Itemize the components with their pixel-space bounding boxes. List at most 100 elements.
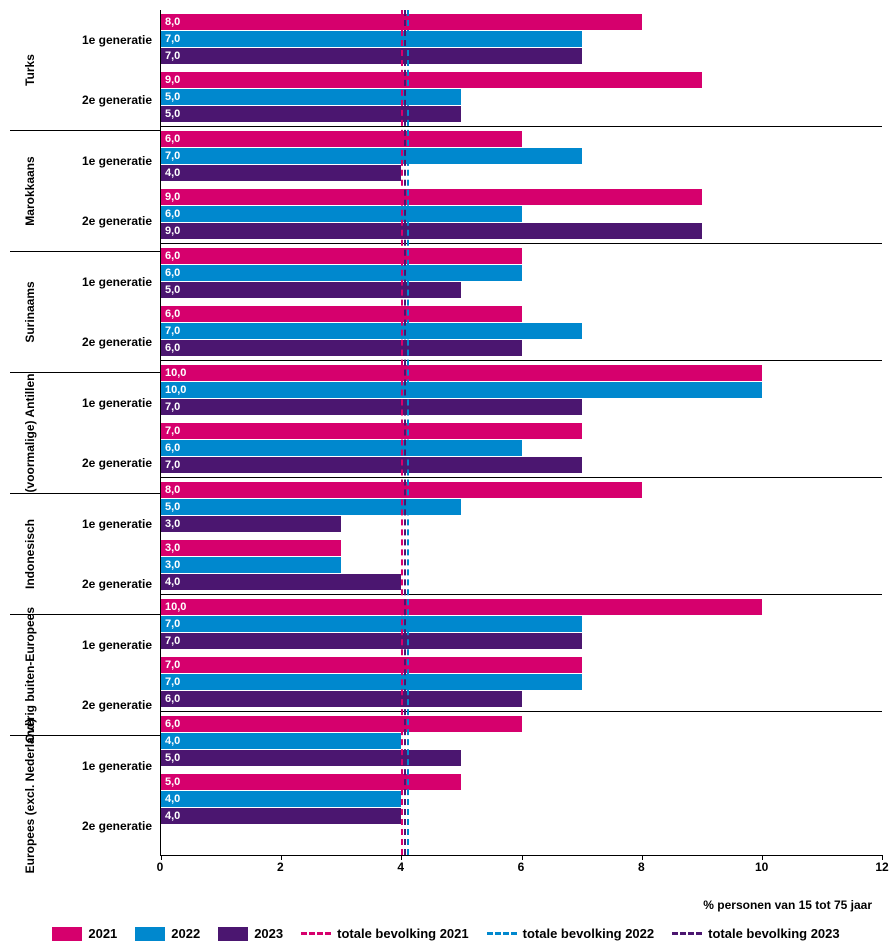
bar: 6,0 [161,131,522,147]
bar: 4,0 [161,574,401,590]
legend-item: totale bevolking 2022 [487,926,655,941]
bar-value-label: 8,0 [165,484,180,496]
group-label: (voormalige) Antillen [10,373,50,493]
subgroup-label: 1e generatie [50,638,160,652]
plot-group: 10,010,07,07,06,07,0 [161,360,882,477]
plot-group: 8,05,03,03,03,04,0 [161,477,882,594]
bar-value-label: 7,0 [165,635,180,647]
legend-swatch-dash [301,932,331,935]
bar-value-label: 5,0 [165,108,180,120]
legend-label: totale bevolking 2021 [337,926,469,941]
legend-swatch [52,927,82,941]
bar: 7,0 [161,399,582,415]
plot-subgroup: 3,03,04,0 [161,536,882,594]
bar: 4,0 [161,165,401,181]
subgroup-label: 2e generatie [50,214,160,228]
bar-value-label: 4,0 [165,793,180,805]
bar: 3,0 [161,516,341,532]
x-axis: 024681012 [160,856,882,896]
bar-value-label: 5,0 [165,776,180,788]
plot-area: 8,07,07,09,05,05,06,07,04,09,06,09,06,06… [160,10,882,856]
plot-subgroup: 10,0 7,0 7,0 [161,595,882,653]
bar-value-label: 3,0 [165,559,180,571]
bar: 5,0 [161,750,461,766]
legend-item: totale bevolking 2023 [672,926,840,941]
subgroup-label: 2e generatie [50,698,160,712]
x-tick-label: 10 [755,860,768,874]
legend: 2021 2022 2023 totale bevolking 2021 totale … [10,926,882,941]
bar-value-label: 7,0 [165,325,180,337]
legend-item: 2023 [218,926,283,941]
bar: 6,0 [161,716,522,732]
legend-item: totale bevolking 2021 [301,926,469,941]
plot-group: 6,07,04,09,06,09,0 [161,126,882,243]
plot-subgroup: 10,0 10,0 7,0 [161,361,882,419]
legend-swatch [135,927,165,941]
subgroup-label: 1e generatie [50,275,160,289]
bar: 7,0 [161,323,582,339]
x-tick-label: 4 [397,860,404,874]
x-axis-title: % personen van 15 tot 75 jaar [160,896,882,912]
bar: 7,0 [161,633,582,649]
subgroup-label: 1e generatie [50,396,160,410]
bar: 6,0 [161,340,522,356]
bar-value-label: 7,0 [165,150,180,162]
bar-value-label: 8,0 [165,16,180,28]
bar: 5,0 [161,774,461,790]
legend-label: 2021 [88,926,117,941]
bar: 7,0 [161,616,582,632]
bar-value-label: 5,0 [165,284,180,296]
bar: 3,0 [161,557,341,573]
subgroup-label: 2e generatie [50,456,160,470]
bar: 5,0 [161,106,461,122]
group-label-block: Overig buiten-Europees1e generatie 2e gen… [10,614,160,735]
reference-line [404,10,406,855]
bar-value-label: 10,0 [165,367,186,379]
reference-line [401,10,403,855]
group-label: Surinaams [10,252,50,372]
bar-value-label: 10,0 [165,601,186,613]
subgroup-label: 1e generatie [50,759,160,773]
bar-value-label: 6,0 [165,342,180,354]
bar-value-label: 7,0 [165,618,180,630]
group-label: Overig buiten-Europees [10,615,50,735]
group-label-block: Europees (excl. Nederland)1e generatie2e… [10,735,160,856]
group-label-block: Marokkaans1e generatie2e generatie [10,130,160,251]
subgroup-label: 2e generatie [50,577,160,591]
bar-value-label: 6,0 [165,308,180,320]
plot-subgroup: 6,0 7,0 4,0 [161,127,882,185]
bar: 7,0 [161,423,582,439]
bar: 7,0 [161,657,582,673]
bar: 7,0 [161,148,582,164]
bar: 9,0 [161,189,702,205]
plot-subgroup: 6,06,05,0 [161,244,882,302]
subgroup-label: 1e generatie [50,154,160,168]
group-label-block: Indonesisch1e generatie2e generatie [10,493,160,614]
bar: 5,0 [161,499,461,515]
plot-subgroup: 7,0 7,0 6,0 [161,653,882,711]
bar-value-label: 7,0 [165,676,180,688]
bar: 6,0 [161,306,522,322]
legend-item: 2022 [135,926,200,941]
bar: 7,0 [161,31,582,47]
bar-value-label: 5,0 [165,91,180,103]
x-tick-label: 8 [638,860,645,874]
bar-value-label: 7,0 [165,659,180,671]
bar-value-label: 6,0 [165,693,180,705]
legend-item: 2021 [52,926,117,941]
bar: 9,0 [161,72,702,88]
bar-value-label: 4,0 [165,576,180,588]
legend-label: 2023 [254,926,283,941]
bar: 10,0 [161,365,762,381]
bar: 5,0 [161,89,461,105]
bar: 10,0 [161,382,762,398]
bar-value-label: 10,0 [165,384,186,396]
plot-subgroup: 9,0 5,0 5,0 [161,68,882,126]
bar-value-label: 4,0 [165,735,180,747]
legend-swatch-dash [487,932,517,935]
y-axis-labels: Turks1e generatie2e generatieMarokkaans1… [10,10,160,856]
subgroup-label: 1e generatie [50,517,160,531]
bar-value-label: 7,0 [165,33,180,45]
bar-value-label: 9,0 [165,74,180,86]
plot-group: 10,0 7,0 7,0 7,0 7,0 6,0 [161,594,882,711]
